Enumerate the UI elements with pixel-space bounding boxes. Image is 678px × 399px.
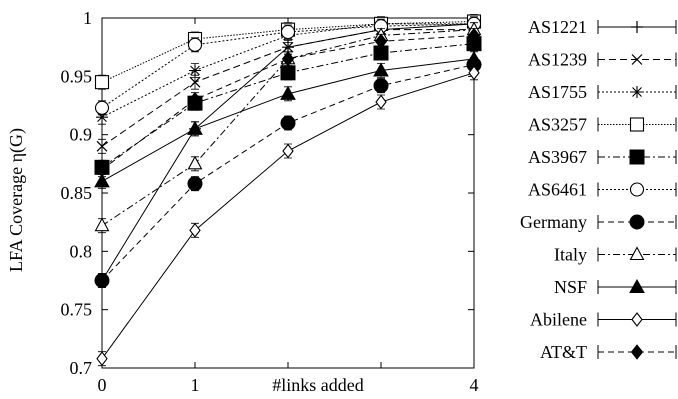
legend-marker (629, 278, 645, 293)
legend-entry: AS1755 (528, 82, 677, 102)
data-point (96, 140, 108, 152)
y-axis-label: LFA Coverage η(G) (6, 128, 27, 272)
legend-label: Abilene (530, 310, 587, 330)
data-point (187, 176, 203, 192)
legend-label: AS3257 (528, 115, 587, 135)
legend-marker (631, 21, 643, 33)
legend-marker (630, 344, 644, 360)
y-tick-label: 0.9 (70, 125, 93, 145)
data-point (187, 155, 203, 170)
legend-label: AS1239 (528, 50, 587, 70)
legend-label: Germany (520, 212, 587, 232)
data-point (95, 161, 109, 178)
data-point (280, 85, 296, 100)
y-tick-label: 0.75 (61, 300, 93, 320)
legend-label: NSF (554, 277, 587, 297)
legend-marker (631, 312, 643, 327)
data-point (280, 115, 296, 131)
data-point (94, 75, 110, 90)
legend-label: AT&T (540, 342, 587, 362)
data-point (373, 62, 389, 77)
series-nsf (94, 50, 482, 189)
data-point (280, 24, 296, 40)
legend-marker (631, 86, 643, 98)
data-point (467, 27, 481, 44)
legend-marker (629, 182, 645, 197)
data-point (375, 94, 387, 110)
legend-entry: AS3967 (528, 147, 677, 167)
data-point (189, 64, 201, 77)
series-as6461 (94, 16, 482, 116)
data-point (282, 41, 294, 53)
x-tick-label: 4 (470, 375, 479, 395)
data-point (94, 273, 110, 288)
legend-entry: Italy (554, 245, 677, 265)
data-point (96, 111, 108, 124)
legend-label: Italy (554, 245, 587, 265)
data-point (96, 351, 108, 367)
series-abilene (96, 65, 480, 367)
data-point (188, 91, 202, 108)
x-tick-label: 1 (191, 375, 200, 395)
legend: AS1221 AS1239 AS1755 AS3257 AS3967 AS6461 Germ… (520, 17, 677, 362)
legend-entry: Abilene (530, 310, 677, 330)
x-tick-label: 0 (98, 375, 107, 395)
legend-entry: AT&T (540, 342, 677, 362)
y-tick-label: 0.95 (61, 66, 93, 86)
legend-label: AS6461 (528, 180, 587, 200)
data-point (281, 51, 295, 67)
legend-entry: AS1239 (528, 50, 677, 70)
data-point (466, 50, 482, 65)
legend-marker (629, 149, 645, 165)
data-point (373, 78, 389, 94)
data-point (280, 65, 296, 81)
data-point (94, 100, 110, 115)
y-tick-label: 0.8 (70, 241, 93, 261)
data-point (189, 222, 201, 238)
legend-entry: AS3257 (528, 115, 677, 135)
data-point (282, 143, 294, 159)
series-line (101, 35, 475, 171)
data-point (189, 76, 201, 88)
data-point (94, 173, 110, 188)
data-point (468, 65, 480, 81)
data-point (374, 33, 388, 50)
legend-label: AS1755 (528, 82, 587, 102)
series-at-t (95, 27, 481, 178)
data-point (187, 120, 203, 135)
series-line (101, 23, 474, 118)
y-tick-label: 1 (83, 8, 92, 28)
y-tick-label: 0.7 (70, 358, 93, 378)
legend-marker (631, 54, 643, 65)
x-axis-label: #links added (272, 375, 364, 395)
data-point (94, 217, 110, 232)
legend-entry: AS1221 (528, 17, 677, 37)
y-tick-label: 0.85 (61, 183, 93, 203)
legend-entry: AS6461 (528, 180, 677, 200)
legend-marker (629, 214, 645, 230)
legend-label: AS3967 (528, 147, 587, 167)
legend-label: AS1221 (528, 17, 587, 37)
data-point (187, 37, 203, 52)
legend-marker (629, 117, 645, 132)
legend-entry: Germany (520, 212, 677, 232)
legend-entry: NSF (554, 277, 677, 297)
legend-marker (629, 246, 645, 261)
plot-area: 0.7 0.75 0.8 0.85 0.9 0.95 1 0 1 4 (61, 8, 482, 395)
